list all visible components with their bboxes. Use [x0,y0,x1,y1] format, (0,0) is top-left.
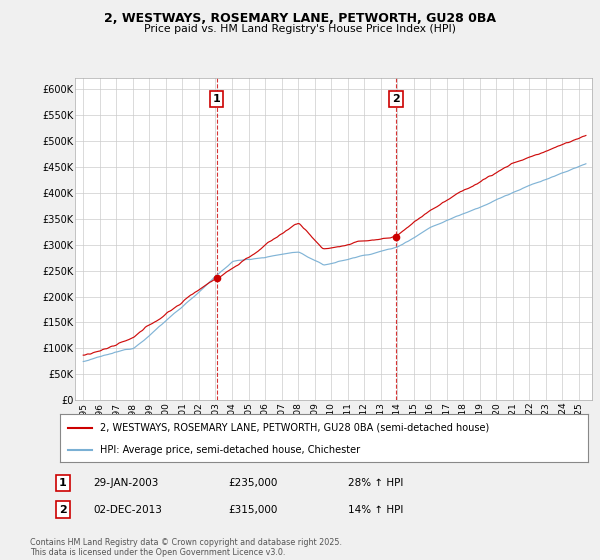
Text: HPI: Average price, semi-detached house, Chichester: HPI: Average price, semi-detached house,… [100,445,360,455]
Text: 1: 1 [59,478,67,488]
Text: 2: 2 [59,505,67,515]
Text: 02-DEC-2013: 02-DEC-2013 [93,505,162,515]
Text: 2: 2 [392,94,400,104]
Text: 29-JAN-2003: 29-JAN-2003 [93,478,158,488]
Text: Contains HM Land Registry data © Crown copyright and database right 2025.
This d: Contains HM Land Registry data © Crown c… [30,538,342,557]
Text: 1: 1 [213,94,221,104]
Text: Price paid vs. HM Land Registry's House Price Index (HPI): Price paid vs. HM Land Registry's House … [144,24,456,34]
Text: 14% ↑ HPI: 14% ↑ HPI [348,505,403,515]
Text: 2, WESTWAYS, ROSEMARY LANE, PETWORTH, GU28 0BA (semi-detached house): 2, WESTWAYS, ROSEMARY LANE, PETWORTH, GU… [100,423,489,433]
Text: 28% ↑ HPI: 28% ↑ HPI [348,478,403,488]
Text: £315,000: £315,000 [228,505,277,515]
Text: £235,000: £235,000 [228,478,277,488]
Text: 2, WESTWAYS, ROSEMARY LANE, PETWORTH, GU28 0BA: 2, WESTWAYS, ROSEMARY LANE, PETWORTH, GU… [104,12,496,25]
